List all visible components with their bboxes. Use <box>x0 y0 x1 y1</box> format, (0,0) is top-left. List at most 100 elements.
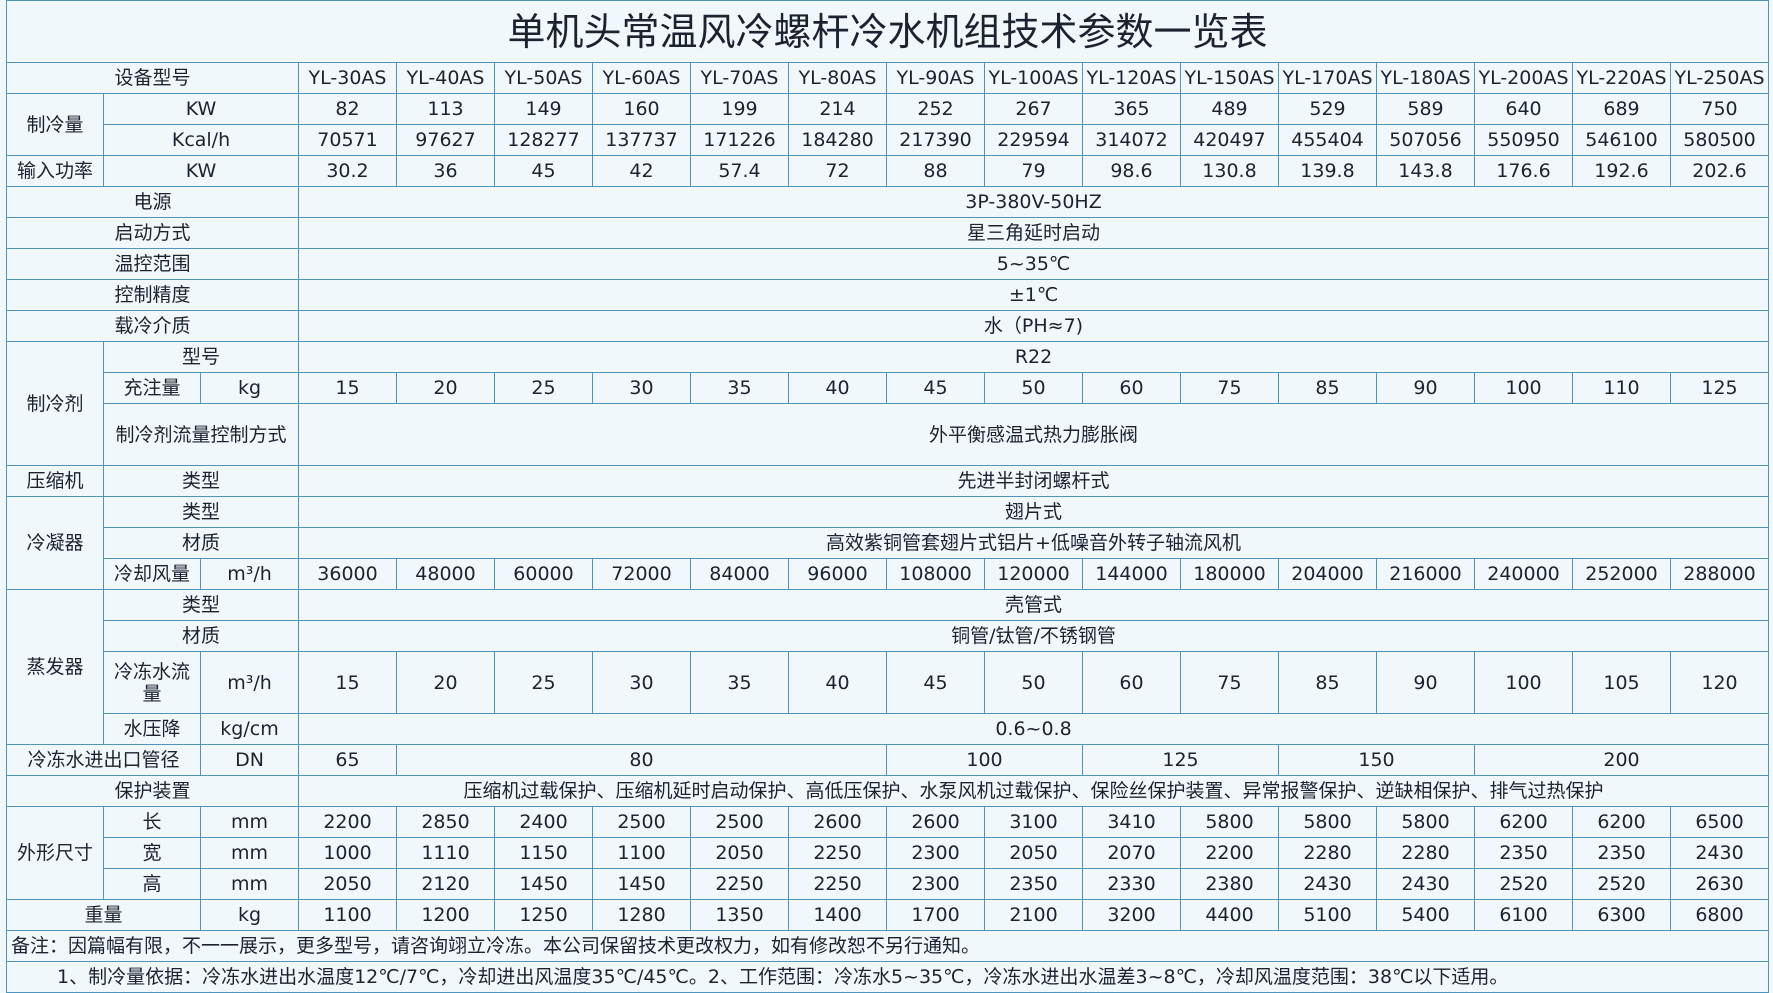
row: 制冷剂 型号 R22 <box>6 341 1770 466</box>
label: 长 <box>103 806 201 838</box>
value-cell: 1700 <box>886 899 985 931</box>
value-cell: 85 <box>1278 651 1377 714</box>
value-cell: 先进半封闭螺杆式 <box>297 465 1770 497</box>
row: 重量 kg 1100 1200 1250 1280 1350 1400 1700 2100 3200… <box>6 899 1770 931</box>
value-cell: 4400 <box>1180 899 1279 931</box>
value-cell: 1450 <box>592 868 691 900</box>
row: Kcal/h 70571 97627 128277 137737 171226 184280… <box>7 124 1770 156</box>
row: 输入功率 KW 30.2 36 45 42 57.4 72 88 79 98.6 130.8 139.8… <box>6 155 1770 187</box>
value-cell: YL-70AS <box>690 62 789 94</box>
table-body: 单机头常温风冷螺杆冷水机组技术参数一览表 设备型号 YL-30AS YL-40AS Y… <box>5 0 1770 993</box>
value-cell: 2050 <box>298 868 397 900</box>
value-cell: 589 <box>1376 93 1475 125</box>
value-cell: 180000 <box>1180 558 1279 590</box>
value-cell: 1110 <box>396 837 495 869</box>
row: 载冷介质 水（PH≈7) <box>6 310 1770 342</box>
value-cell: 214 <box>788 93 887 125</box>
value-cell: 2050 <box>984 837 1083 869</box>
value-cell: 铜管/钛管/不锈钢管 <box>297 620 1770 652</box>
unit: kg <box>200 372 299 404</box>
value-cell: 2200 <box>1180 837 1279 869</box>
unit: mm <box>200 868 299 900</box>
value-cell: YL-220AS <box>1572 62 1671 94</box>
value-cell: 1250 <box>494 899 593 931</box>
value-cell: 50 <box>984 372 1083 404</box>
value-cell: 48000 <box>396 558 495 590</box>
value-cell: 2070 <box>1082 837 1181 869</box>
value-cell: 580500 <box>1669 124 1770 156</box>
value-cell: 108000 <box>886 558 985 590</box>
value-cell: 65 <box>298 744 397 776</box>
value-cell: 489 <box>1180 93 1279 125</box>
value-cell: 2350 <box>984 868 1083 900</box>
value-cell: 192.6 <box>1572 155 1671 187</box>
value-cell: 84000 <box>690 558 789 590</box>
value-cell: 550950 <box>1474 124 1573 156</box>
value-cell: 75 <box>1180 372 1279 404</box>
row: 水压降 kg/cm 0.6~0.8 <box>7 713 1770 745</box>
note-row: 1、制冷量依据：冷冻水进出水温度12℃/7℃，冷却进出风温度35℃/45℃。2、… <box>5 961 1770 993</box>
note: 1、制冷量依据：冷冻水进出水温度12℃/7℃，冷却进出风温度35℃/45℃。2、… <box>5 961 1770 993</box>
value-cell: YL-250AS <box>1669 62 1770 94</box>
value-cell: 15 <box>298 372 397 404</box>
value-cell: YL-180AS <box>1376 62 1475 94</box>
row: 压缩机 类型 先进半封闭螺杆式 <box>6 465 1770 497</box>
value-cell: 2430 <box>1669 837 1770 869</box>
value-cell: 217390 <box>886 124 985 156</box>
label: 制冷剂 <box>6 341 104 466</box>
value-cell: 137737 <box>592 124 691 156</box>
row: 启动方式 星三角延时启动 <box>6 217 1770 249</box>
value-cell: 365 <box>1082 93 1181 125</box>
value-cell: 139.8 <box>1278 155 1377 187</box>
row: 高 mm 2050 2120 1450 1450 2250 2250 2300 2350 2330 2… <box>7 868 1770 900</box>
value-cell: 204000 <box>1278 558 1377 590</box>
value-cell: 5800 <box>1180 806 1279 838</box>
value-cell: 2500 <box>690 806 789 838</box>
value-cell: 5800 <box>1376 806 1475 838</box>
label: 冷却风量 <box>103 558 201 590</box>
unit: m³/h <box>200 558 299 590</box>
value-cell: 2350 <box>1572 837 1671 869</box>
label: 蒸发器 <box>6 589 104 745</box>
value-cell: 6100 <box>1474 899 1573 931</box>
value-cell: 2200 <box>298 806 397 838</box>
value-cell: 1000 <box>298 837 397 869</box>
value-cell: 1100 <box>592 837 691 869</box>
value-cell: 60 <box>1082 651 1181 714</box>
value-cell: 2600 <box>886 806 985 838</box>
row: 材质 铜管/钛管/不锈钢管 <box>7 620 1770 652</box>
unit: mm <box>200 806 299 838</box>
row: 温控范围 5~35℃ <box>6 248 1770 280</box>
value-cell: 202.6 <box>1669 155 1770 187</box>
value-cell: 2250 <box>690 868 789 900</box>
value-cell: 130.8 <box>1180 155 1279 187</box>
value-cell: 2380 <box>1180 868 1279 900</box>
value-cell: 90 <box>1376 372 1475 404</box>
value-cell: 3P-380V-50HZ <box>297 186 1770 218</box>
value-cell: 1350 <box>690 899 789 931</box>
value-cell: 75 <box>1180 651 1279 714</box>
value-cell: 20 <box>396 372 495 404</box>
value-cell: 455404 <box>1278 124 1377 156</box>
label: 启动方式 <box>6 217 299 249</box>
row: 设备型号 YL-30AS YL-40AS YL-50AS YL-60AS YL-70AS Y… <box>6 62 1770 94</box>
unit: KW <box>103 93 299 125</box>
value-cell: 35 <box>690 651 789 714</box>
label: 制冷量 <box>6 93 104 156</box>
value-cell: 229594 <box>984 124 1083 156</box>
value-cell: 3200 <box>1082 899 1181 931</box>
value-cell: 2300 <box>886 868 985 900</box>
value-cell: 2350 <box>1474 837 1573 869</box>
row: 冷凝器 类型 翅片式 <box>6 496 1770 590</box>
row: 冷冻水流量 m³/h 15 20 25 30 35 40 45 50 60 75 85 90 100 105 1… <box>7 651 1770 714</box>
value-cell: 星三角延时启动 <box>297 217 1770 249</box>
label: 制冷剂流量控制方式 <box>103 403 299 466</box>
label: 高 <box>103 868 201 900</box>
value-cell: 689 <box>1572 93 1671 125</box>
note-row: 备注：因篇幅有限，不一一展示，更多型号，请咨询翊立冷冻。本公司保留技术更改权力，… <box>5 930 1770 962</box>
value-cell: 144000 <box>1082 558 1181 590</box>
value-cell: 1100 <box>298 899 397 931</box>
value-cell: 150 <box>1278 744 1475 776</box>
label: 冷冻水流量 <box>103 651 201 714</box>
